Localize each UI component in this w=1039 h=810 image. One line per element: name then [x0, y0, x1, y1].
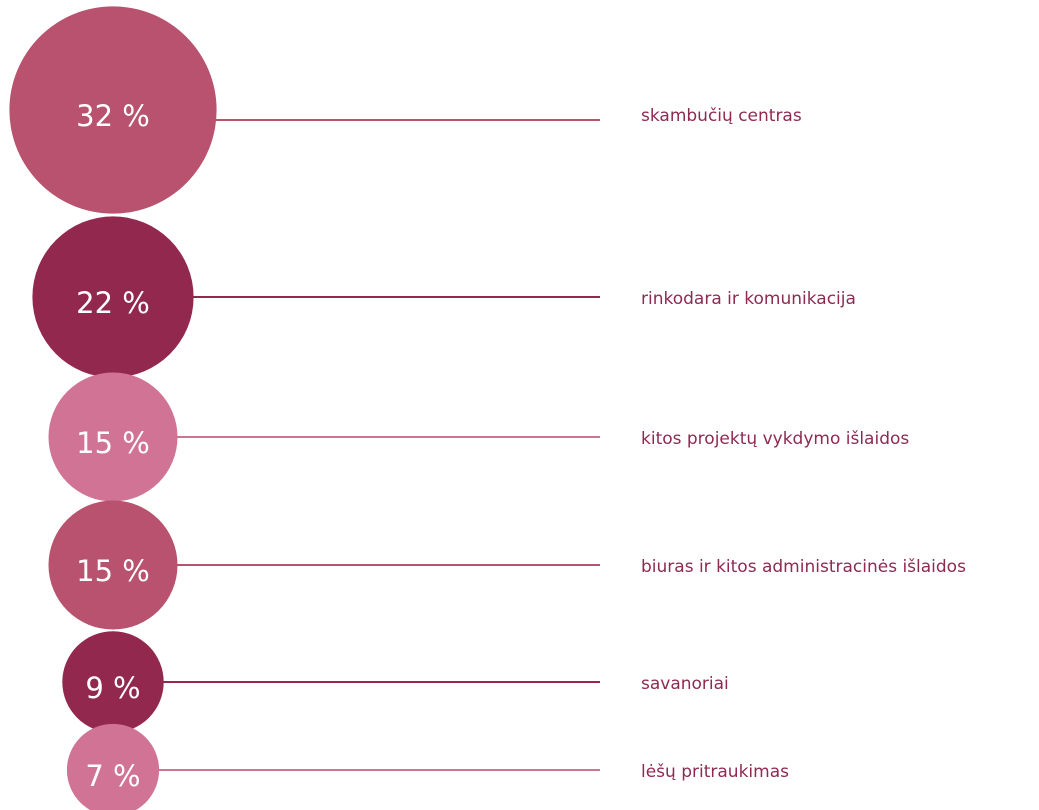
category-label: rinkodara ir komunikacija: [641, 289, 856, 309]
value-label: 22 %: [76, 286, 150, 320]
value-label: 32 %: [76, 99, 150, 133]
value-label: 15 %: [76, 554, 150, 588]
bubble: [48, 372, 178, 502]
category-label: biuras ir kitos administracinės išlaidos: [641, 557, 966, 577]
value-label: 7 %: [85, 759, 140, 793]
bubble: [32, 216, 194, 378]
bubble: [62, 631, 164, 733]
value-label: 15 %: [76, 426, 150, 460]
category-label: skambučių centras: [641, 106, 802, 126]
category-label: lėšų pritraukimas: [641, 762, 789, 782]
bubble: [66, 723, 160, 810]
bubble: [9, 6, 217, 214]
value-label: 9 %: [85, 671, 140, 705]
bubble: [48, 500, 178, 630]
category-label: kitos projektų vykdymo išlaidos: [641, 429, 909, 449]
category-label: savanoriai: [641, 674, 729, 694]
